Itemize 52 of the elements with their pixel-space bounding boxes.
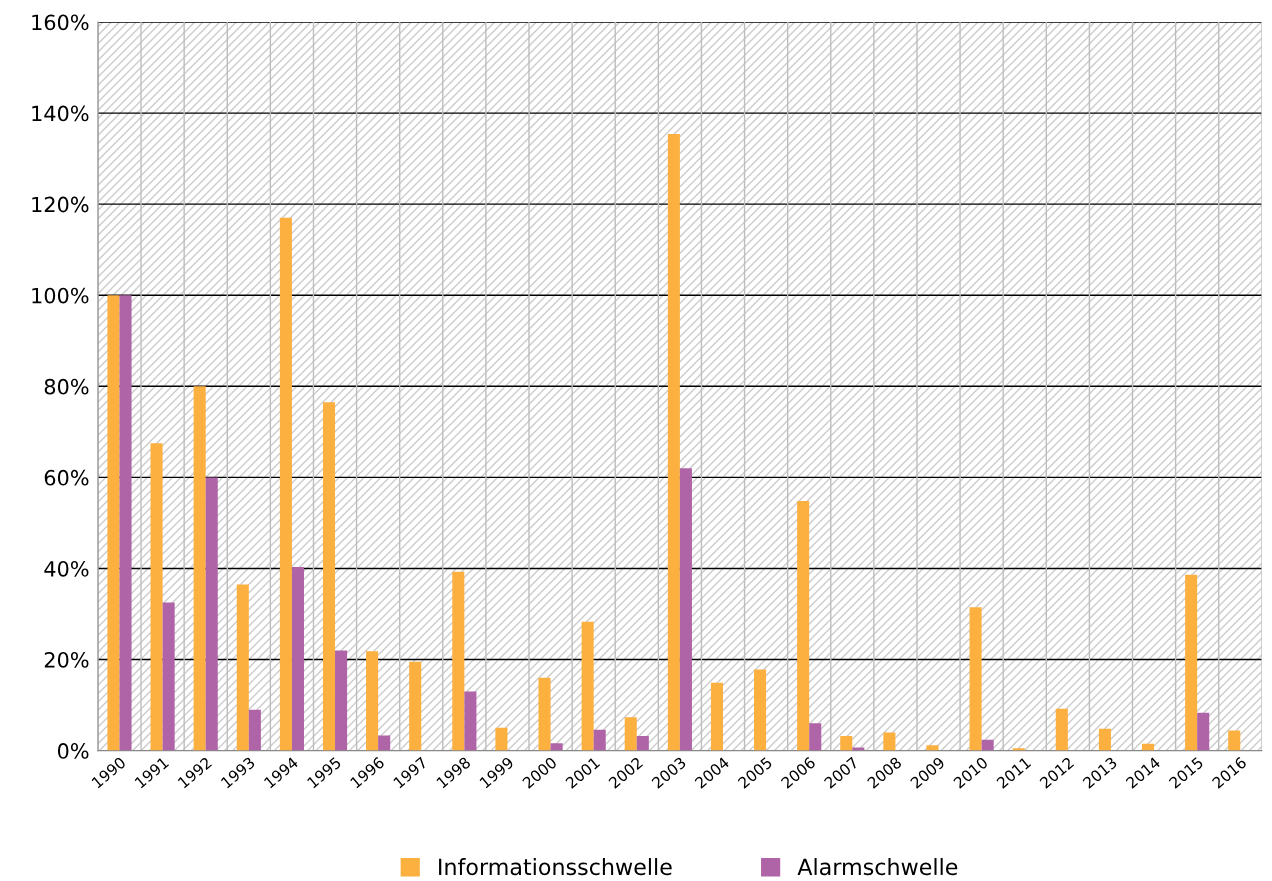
- bar: [754, 669, 767, 751]
- bar: [378, 735, 391, 751]
- bar: [809, 723, 822, 751]
- y-tick-label: 20%: [44, 651, 89, 668]
- bar: [409, 661, 422, 751]
- bar: [162, 602, 175, 751]
- bar: [193, 386, 206, 751]
- bar: [495, 727, 508, 751]
- bar: [593, 729, 606, 751]
- bar: [205, 477, 218, 751]
- y-tick-label: 140%: [32, 105, 89, 122]
- y-tick-label: 80%: [44, 378, 89, 395]
- bar: [1197, 712, 1210, 751]
- bar: [926, 745, 939, 751]
- bar: [852, 747, 865, 751]
- bar: [236, 584, 249, 751]
- bar: [279, 217, 292, 751]
- bar: [624, 717, 637, 751]
- bar: [710, 682, 723, 751]
- bar: [150, 443, 163, 751]
- bar: [1098, 728, 1111, 751]
- bar: [840, 736, 853, 751]
- bar: [335, 650, 348, 751]
- y-tick-label: 120%: [32, 196, 89, 213]
- bar: [322, 402, 336, 751]
- bar: [538, 677, 551, 751]
- bar: [291, 567, 304, 751]
- bar: [636, 736, 649, 751]
- bar: [797, 501, 810, 751]
- bar: [248, 709, 261, 751]
- bar: [679, 468, 692, 751]
- bar: [581, 621, 594, 751]
- bar: [464, 691, 477, 751]
- bar: [1228, 730, 1241, 751]
- y-tick-label: 100%: [32, 287, 89, 304]
- bar: [1055, 708, 1068, 751]
- bar: [981, 739, 994, 751]
- y-tick-label: 60%: [44, 469, 89, 486]
- bar: [119, 295, 132, 751]
- legend-label: Informationsschwelle: [439, 858, 672, 876]
- bar: [107, 295, 120, 751]
- bar: [883, 732, 896, 751]
- bar: [667, 134, 680, 751]
- y-tick-label: 160%: [32, 14, 89, 31]
- legend-label: Alarmschwelle: [797, 858, 958, 876]
- bar: [452, 571, 465, 751]
- y-tick-label: 40%: [44, 560, 89, 577]
- bar: [366, 651, 379, 751]
- bar: [550, 743, 563, 751]
- y-tick-label: 0%: [57, 743, 89, 759]
- bar: [1185, 574, 1198, 751]
- bar: [969, 607, 982, 751]
